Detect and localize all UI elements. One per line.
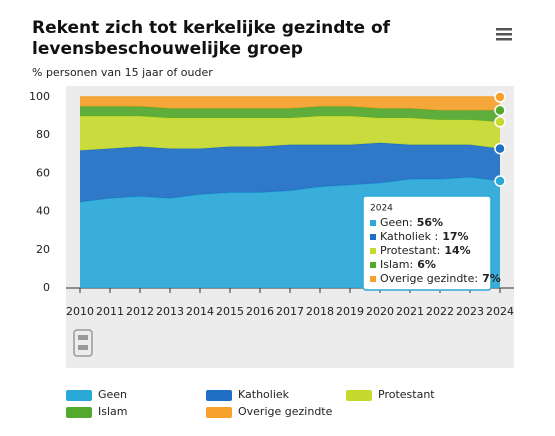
x-tick-label: 2011 bbox=[96, 305, 124, 318]
legend-label: Katholiek bbox=[238, 388, 290, 401]
tooltip-title: 2024 bbox=[370, 204, 393, 214]
x-tick-label: 2023 bbox=[456, 305, 484, 318]
x-tick-label: 2018 bbox=[306, 305, 334, 318]
x-tick-label: 2017 bbox=[276, 305, 304, 318]
x-tick-label: 2024 bbox=[486, 305, 514, 318]
x-tick-label: 2010 bbox=[66, 305, 94, 318]
y-tick-label: 20 bbox=[36, 243, 50, 256]
tooltip-label: Islam: bbox=[380, 258, 413, 271]
tooltip: 2024 Geen: 56%Katholiek : 17%Protestant: 14%… bbox=[362, 195, 501, 291]
tooltip-line: Protestant: 14% bbox=[380, 244, 471, 257]
hover-marker bbox=[494, 91, 506, 103]
tooltip-swatch bbox=[370, 234, 376, 240]
tooltip-box bbox=[362, 195, 492, 291]
cbs-logo bbox=[73, 329, 93, 357]
legend-swatch bbox=[66, 407, 92, 418]
tooltip-value: 56% bbox=[417, 216, 443, 229]
x-tick-label: 2019 bbox=[336, 305, 364, 318]
legend-swatch bbox=[206, 407, 232, 418]
tooltip-label: Protestant: bbox=[380, 244, 440, 257]
tooltip-label: Katholiek : bbox=[380, 230, 438, 243]
tooltip-swatch bbox=[370, 276, 376, 282]
y-tick-label: 0 bbox=[43, 281, 50, 294]
tooltip-value: 17% bbox=[442, 230, 468, 243]
tooltip-line: Islam: 6% bbox=[380, 258, 436, 271]
menu-bar bbox=[496, 33, 512, 36]
area bbox=[80, 97, 500, 111]
y-tick-label: 40 bbox=[36, 205, 50, 218]
legend-swatch bbox=[346, 390, 372, 401]
hover-marker bbox=[494, 142, 506, 155]
tooltip-line: Overige gezindte: 7% bbox=[380, 272, 501, 285]
legend-label: Protestant bbox=[378, 388, 435, 401]
tooltip-value: 6% bbox=[417, 258, 436, 271]
tooltip-value: 7% bbox=[482, 272, 501, 285]
legend-label: Geen bbox=[98, 388, 127, 401]
hover-marker bbox=[494, 116, 506, 128]
y-tick-label: 80 bbox=[36, 128, 50, 141]
menu-bar bbox=[496, 38, 512, 41]
chart-title: Rekent zich tot kerkelijke gezindte of bbox=[32, 18, 391, 38]
y-tick-label: 60 bbox=[36, 166, 50, 179]
legend-swatch bbox=[66, 390, 92, 401]
chart-subtitle: % personen van 15 jaar of ouder bbox=[32, 66, 213, 79]
logo-shape bbox=[73, 329, 93, 357]
x-tick-label: 2012 bbox=[126, 305, 154, 318]
tooltip-label: Geen: bbox=[380, 216, 413, 229]
tooltip-line: Katholiek : 17% bbox=[380, 230, 469, 243]
hover-marker bbox=[494, 175, 506, 187]
x-tick-label: 2016 bbox=[246, 305, 274, 318]
legend-swatch bbox=[206, 390, 232, 401]
x-tick-label: 2013 bbox=[156, 305, 184, 318]
tooltip-swatch bbox=[370, 220, 376, 226]
area bbox=[80, 116, 500, 151]
tooltip-line: Geen: 56% bbox=[380, 216, 443, 229]
x-tick-label: 2020 bbox=[366, 305, 394, 318]
tooltip-swatch bbox=[370, 248, 376, 254]
legend-label: Islam bbox=[98, 405, 128, 418]
x-tick-label: 2021 bbox=[396, 305, 424, 318]
tooltip-label: Overige gezindte: bbox=[380, 272, 478, 285]
x-tick-label: 2014 bbox=[186, 305, 214, 318]
area bbox=[80, 106, 500, 122]
x-tick-label: 2015 bbox=[216, 305, 244, 318]
area bbox=[80, 142, 500, 203]
logo-shape bbox=[78, 345, 88, 350]
hover-marker bbox=[494, 104, 506, 117]
y-tick-label: 100 bbox=[29, 90, 50, 103]
menu-bar bbox=[496, 28, 512, 31]
legend-label: Overige gezindte bbox=[238, 405, 333, 418]
x-tick-label: 2022 bbox=[426, 305, 454, 318]
tooltip-value: 14% bbox=[444, 244, 470, 257]
tooltip-swatch bbox=[370, 262, 376, 268]
chart-title: levensbeschouwelijke groep bbox=[32, 39, 303, 59]
logo-shape bbox=[78, 335, 88, 340]
menu-icon[interactable] bbox=[496, 28, 512, 41]
